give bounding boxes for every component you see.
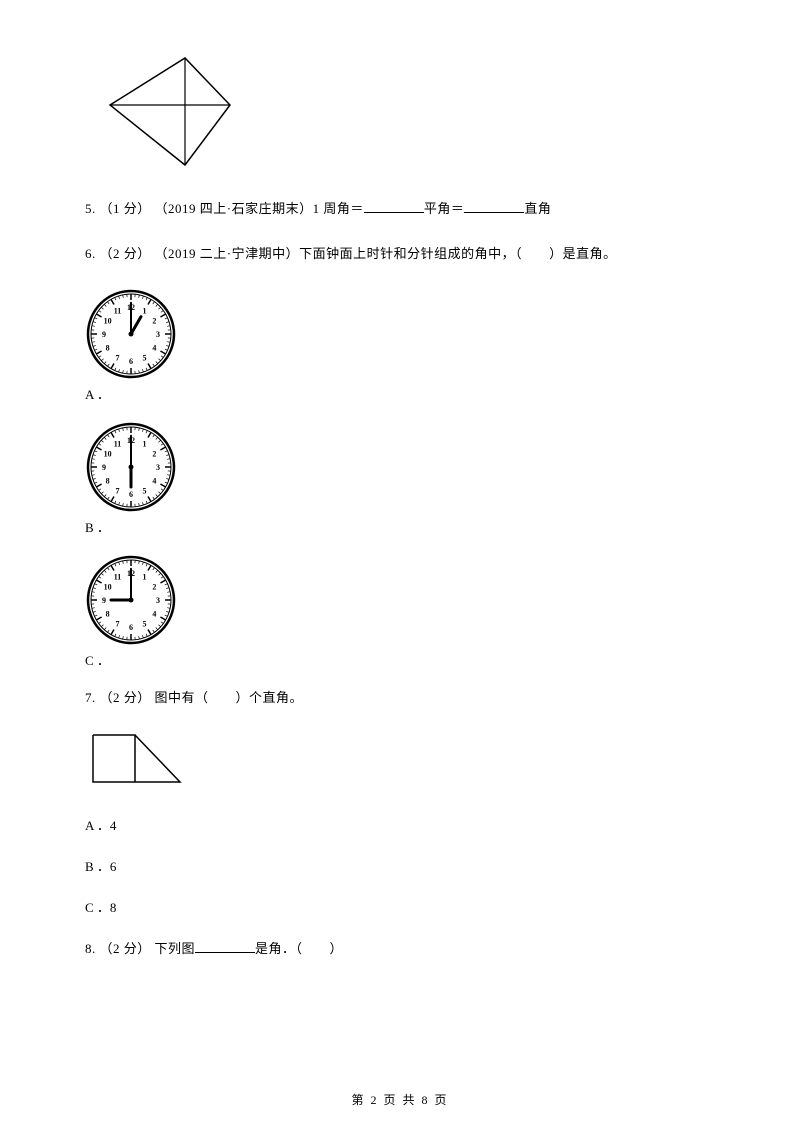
svg-text:9: 9 (102, 330, 106, 339)
svg-text:10: 10 (104, 450, 112, 459)
svg-text:9: 9 (102, 596, 106, 605)
svg-text:9: 9 (102, 463, 106, 472)
svg-text:10: 10 (104, 317, 112, 326)
q8-prefix: 8. （2 分） 下列图 (85, 941, 195, 956)
q7-optA-text: A ．4 (85, 818, 116, 833)
q6-label-b: B ． (85, 520, 110, 535)
q5-mid: 平角＝ (424, 201, 465, 216)
svg-text:7: 7 (116, 619, 120, 628)
page-footer: 第 2 页 共 8 页 (0, 1091, 800, 1108)
svg-text:6: 6 (129, 623, 133, 632)
svg-text:3: 3 (156, 596, 160, 605)
q5-prefix: 5. （1 分） （2019 四上·石家庄期末）1 周角＝ (85, 201, 364, 216)
svg-text:4: 4 (152, 610, 156, 619)
svg-text:2: 2 (152, 583, 156, 592)
clock-c: 123456789101112 (85, 554, 715, 646)
q5-blank-1 (364, 199, 424, 213)
q7-optB-text: B ．6 (85, 859, 116, 874)
svg-text:6: 6 (129, 490, 133, 499)
svg-text:5: 5 (143, 353, 147, 362)
svg-text:7: 7 (116, 353, 120, 362)
trapezoid-diagram (90, 732, 715, 787)
clock-b: 123456789101112 (85, 421, 715, 513)
svg-text:4: 4 (152, 477, 156, 486)
svg-text:8: 8 (106, 610, 110, 619)
q7-option-a: A ．4 (85, 815, 715, 834)
q6-option-a: 123456789101112 A ． (85, 288, 715, 403)
q6-option-b: 123456789101112 B ． (85, 421, 715, 536)
q6-text: 6. （2 分） （2019 二上·宁津期中）下面钟面上时针和分针组成的角中，（… (85, 246, 617, 261)
svg-text:11: 11 (114, 573, 122, 582)
svg-text:11: 11 (114, 440, 122, 449)
svg-text:10: 10 (104, 583, 112, 592)
svg-text:5: 5 (143, 486, 147, 495)
q7-option-b: B ．6 (85, 856, 715, 875)
svg-text:6: 6 (129, 357, 133, 366)
q5-suffix: 直角 (524, 201, 551, 216)
q8-suffix: 是角．（ ） (255, 941, 343, 956)
svg-text:5: 5 (143, 619, 147, 628)
q7-optC-text: C ．8 (85, 900, 116, 915)
question-6: 6. （2 分） （2019 二上·宁津期中）下面钟面上时针和分针组成的角中，（… (85, 243, 715, 262)
svg-text:11: 11 (114, 307, 122, 316)
kite-diagram (90, 50, 715, 170)
q8-blank (195, 939, 255, 953)
q7-option-c: C ．8 (85, 897, 715, 916)
svg-text:8: 8 (106, 344, 110, 353)
clock-a: 123456789101112 (85, 288, 715, 380)
q7-text: 7. （2 分） 图中有（ ）个直角。 (85, 690, 303, 705)
svg-text:1: 1 (143, 573, 147, 582)
svg-text:1: 1 (143, 307, 147, 316)
svg-text:3: 3 (156, 330, 160, 339)
q6-label-c: C ． (85, 653, 110, 668)
svg-text:8: 8 (106, 477, 110, 486)
svg-text:2: 2 (152, 317, 156, 326)
question-7: 7. （2 分） 图中有（ ）个直角。 (85, 687, 715, 706)
q6-label-a: A ． (85, 387, 110, 402)
svg-text:7: 7 (116, 486, 120, 495)
svg-text:3: 3 (156, 463, 160, 472)
svg-text:4: 4 (152, 344, 156, 353)
svg-text:1: 1 (143, 440, 147, 449)
q5-blank-2 (464, 199, 524, 213)
q6-option-c: 123456789101112 C ． (85, 554, 715, 669)
svg-text:2: 2 (152, 450, 156, 459)
question-8: 8. （2 分） 下列图 是角．（ ） (85, 938, 715, 957)
question-5: 5. （1 分） （2019 四上·石家庄期末）1 周角＝ 平角＝ 直角 (85, 198, 715, 217)
footer-text: 第 2 页 共 8 页 (351, 1093, 448, 1107)
